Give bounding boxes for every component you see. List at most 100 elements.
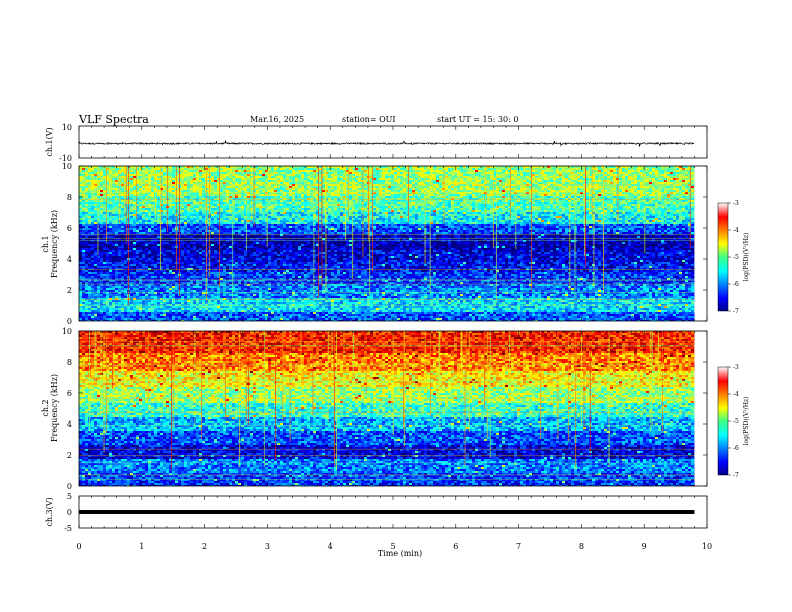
- spectrogram-cell: [655, 178, 659, 181]
- spectrogram-cell: [142, 212, 146, 215]
- spectrogram-cell: [328, 176, 332, 179]
- spectrogram-cell: [202, 196, 206, 199]
- spectrogram-cell: [646, 206, 650, 209]
- spectrogram-cell: [289, 204, 293, 207]
- spectrogram-cell: [88, 194, 92, 197]
- spectrogram-cell: [331, 186, 335, 189]
- spectrogram-cell: [433, 194, 437, 197]
- spectrogram-cell: [454, 186, 458, 189]
- spectrogram-cell: [262, 188, 266, 191]
- spectrogram-cell: [670, 192, 674, 195]
- spectrogram-cell: [241, 196, 245, 199]
- spectrogram-cell: [580, 206, 584, 209]
- spectrogram-cell: [310, 198, 314, 201]
- spectrogram-cell: [448, 168, 452, 171]
- spectrogram-cell: [277, 174, 281, 177]
- spectrogram-cell: [469, 174, 473, 177]
- spectrogram-cell: [673, 200, 677, 203]
- spectrogram-cell: [112, 206, 116, 209]
- spectrogram-cell: [307, 168, 311, 171]
- spectrogram-cell: [301, 180, 305, 183]
- spectrogram-cell: [472, 174, 476, 177]
- spectrogram-cell: [472, 206, 476, 209]
- spectrogram-cell: [649, 168, 653, 171]
- spectrogram-cell: [220, 208, 224, 211]
- spectrogram-cell: [622, 180, 626, 183]
- spectrogram-cell: [313, 188, 317, 191]
- spectrogram-cell: [475, 192, 479, 195]
- spectrogram-cell: [448, 188, 452, 191]
- spectrogram-cell: [487, 208, 491, 211]
- spectrogram-cell: [268, 212, 272, 215]
- spectrogram-cell: [169, 168, 173, 171]
- spectrogram-cell: [640, 208, 644, 211]
- spectrogram-cell: [91, 170, 95, 173]
- spectrogram-cell: [214, 204, 218, 207]
- spectrogram-cell: [286, 210, 290, 213]
- spectrogram-cell: [481, 212, 485, 215]
- spectrogram-cell: [526, 194, 530, 197]
- spectrogram-cell: [562, 190, 566, 193]
- spectrogram-cell: [256, 168, 260, 171]
- spectrogram-cell: [307, 204, 311, 207]
- spectrogram-cell: [103, 212, 107, 215]
- spectrogram-cell: [415, 198, 419, 201]
- spectrogram-cell: [346, 170, 350, 173]
- spectrogram-cell: [418, 208, 422, 211]
- spectrogram-cell: [622, 196, 626, 199]
- spectrogram-cell: [625, 172, 629, 175]
- spectrogram-cell: [292, 178, 296, 181]
- spectrogram-cell: [97, 198, 101, 201]
- spectrogram-cell: [220, 206, 224, 209]
- spectrogram-cell: [661, 190, 665, 193]
- spectrogram-cell: [130, 206, 134, 209]
- spectrogram-cell: [241, 210, 245, 213]
- spectrogram-cell: [199, 208, 203, 211]
- spectrogram-cell: [622, 202, 626, 205]
- spectrogram-cell: [598, 204, 602, 207]
- spectrogram-cell: [331, 188, 335, 191]
- spectrogram-cell: [487, 202, 491, 205]
- spectrogram-cell: [622, 192, 626, 195]
- spectrogram-cell: [505, 206, 509, 209]
- spectrogram-cell: [658, 188, 662, 191]
- spectrogram-cell: [376, 202, 380, 205]
- spectrogram-cell: [88, 182, 92, 185]
- spectrogram-cell: [682, 188, 686, 191]
- spectrogram-cell: [691, 196, 695, 199]
- spectrogram-cell: [502, 196, 506, 199]
- spectrogram-cell: [613, 172, 617, 175]
- spectrogram-cell: [490, 206, 494, 209]
- spectrogram-cell: [619, 180, 623, 183]
- spectrogram-cell: [139, 180, 143, 183]
- spectrogram-cell: [550, 182, 554, 185]
- spectrogram-cell: [463, 194, 467, 197]
- spectrogram-cell: [676, 206, 680, 209]
- spectrogram-cell: [610, 208, 614, 211]
- spectrogram-cell: [451, 198, 455, 201]
- spectrogram-cell: [211, 178, 215, 181]
- spectrogram-cell: [457, 212, 461, 215]
- spectrogram-cell: [562, 178, 566, 181]
- spectrogram-cell: [139, 200, 143, 203]
- spectrogram-cell: [115, 180, 119, 183]
- spectrogram-cell: [622, 172, 626, 175]
- spectrogram-cell: [535, 180, 539, 183]
- spectrogram-cell: [79, 174, 83, 177]
- spectrogram-cell: [466, 168, 470, 171]
- spectrogram-cell: [313, 194, 317, 197]
- spectrogram-cell: [304, 192, 308, 195]
- spectrogram-cell: [604, 208, 608, 211]
- spectrogram-cell: [532, 200, 536, 203]
- spectrogram-cell: [580, 198, 584, 201]
- spectrogram-cell: [385, 170, 389, 173]
- spectrogram-cell: [142, 172, 146, 175]
- spectrogram-cell: [619, 200, 623, 203]
- spectrogram-cell: [280, 194, 284, 197]
- spectrogram-cell: [535, 190, 539, 193]
- spectrogram-cell: [472, 186, 476, 189]
- spectrogram-cell: [334, 182, 338, 185]
- spectrogram-cell: [439, 202, 443, 205]
- spectrogram-cell: [631, 210, 635, 213]
- spectrogram-cell: [256, 202, 260, 205]
